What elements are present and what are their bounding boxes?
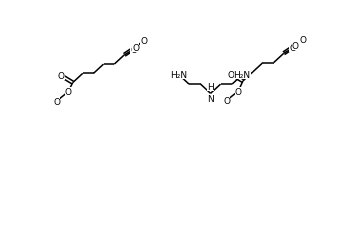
Text: O: O bbox=[228, 70, 235, 79]
Text: H₂N: H₂N bbox=[170, 71, 188, 80]
Text: O: O bbox=[140, 37, 147, 46]
Text: O: O bbox=[58, 72, 65, 81]
Text: O: O bbox=[132, 43, 139, 52]
Text: O: O bbox=[53, 97, 60, 106]
Text: N: N bbox=[207, 95, 214, 104]
Text: O: O bbox=[65, 88, 71, 97]
Text: O: O bbox=[130, 46, 137, 55]
Text: O: O bbox=[292, 42, 299, 51]
Text: O: O bbox=[299, 36, 306, 45]
Text: H₂N: H₂N bbox=[234, 71, 251, 80]
Text: O: O bbox=[235, 87, 242, 96]
Text: O: O bbox=[289, 44, 296, 53]
Text: O: O bbox=[223, 96, 230, 105]
Text: H: H bbox=[207, 83, 214, 92]
